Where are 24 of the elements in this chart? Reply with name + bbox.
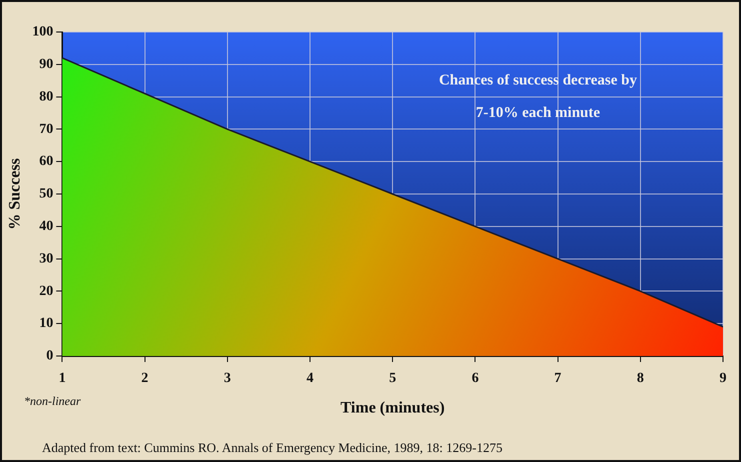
x-tick-label: 7	[554, 371, 562, 386]
y-tick-label: 60	[39, 154, 54, 170]
text: *non-linear	[24, 394, 81, 409]
x-tick-label: 8	[636, 371, 644, 386]
y-tick-label: 90	[39, 57, 54, 72]
y-tick-label: 40	[39, 219, 54, 234]
x-tick-label: 3	[224, 371, 231, 386]
x-tick-label: 5	[389, 371, 396, 386]
text: Adapted from text: Cummins RO. Annals of Emergency Medicine, 1989, 18: 1269-1275	[42, 440, 502, 456]
y-axis-title: % Success	[6, 158, 24, 230]
y-tick-label: 0	[46, 348, 54, 364]
x-tick-label: 9	[720, 371, 726, 386]
y-tick-label: 100	[32, 24, 54, 40]
x-tick-label: 1	[58, 371, 66, 386]
y-tick-label: 70	[39, 122, 54, 137]
x-tick-label: 6	[472, 371, 479, 386]
y-tick-label: 20	[39, 284, 54, 299]
y-tick-label: 10	[39, 316, 54, 332]
y-tick-label: 80	[39, 89, 54, 104]
x-tick-label: 4	[306, 371, 314, 386]
x-axis-title: Time (minutes)	[340, 400, 445, 417]
y-tick-label: 50	[39, 186, 54, 202]
x-tick-label: 2	[141, 371, 148, 386]
y-tick-label: 30	[39, 251, 54, 266]
